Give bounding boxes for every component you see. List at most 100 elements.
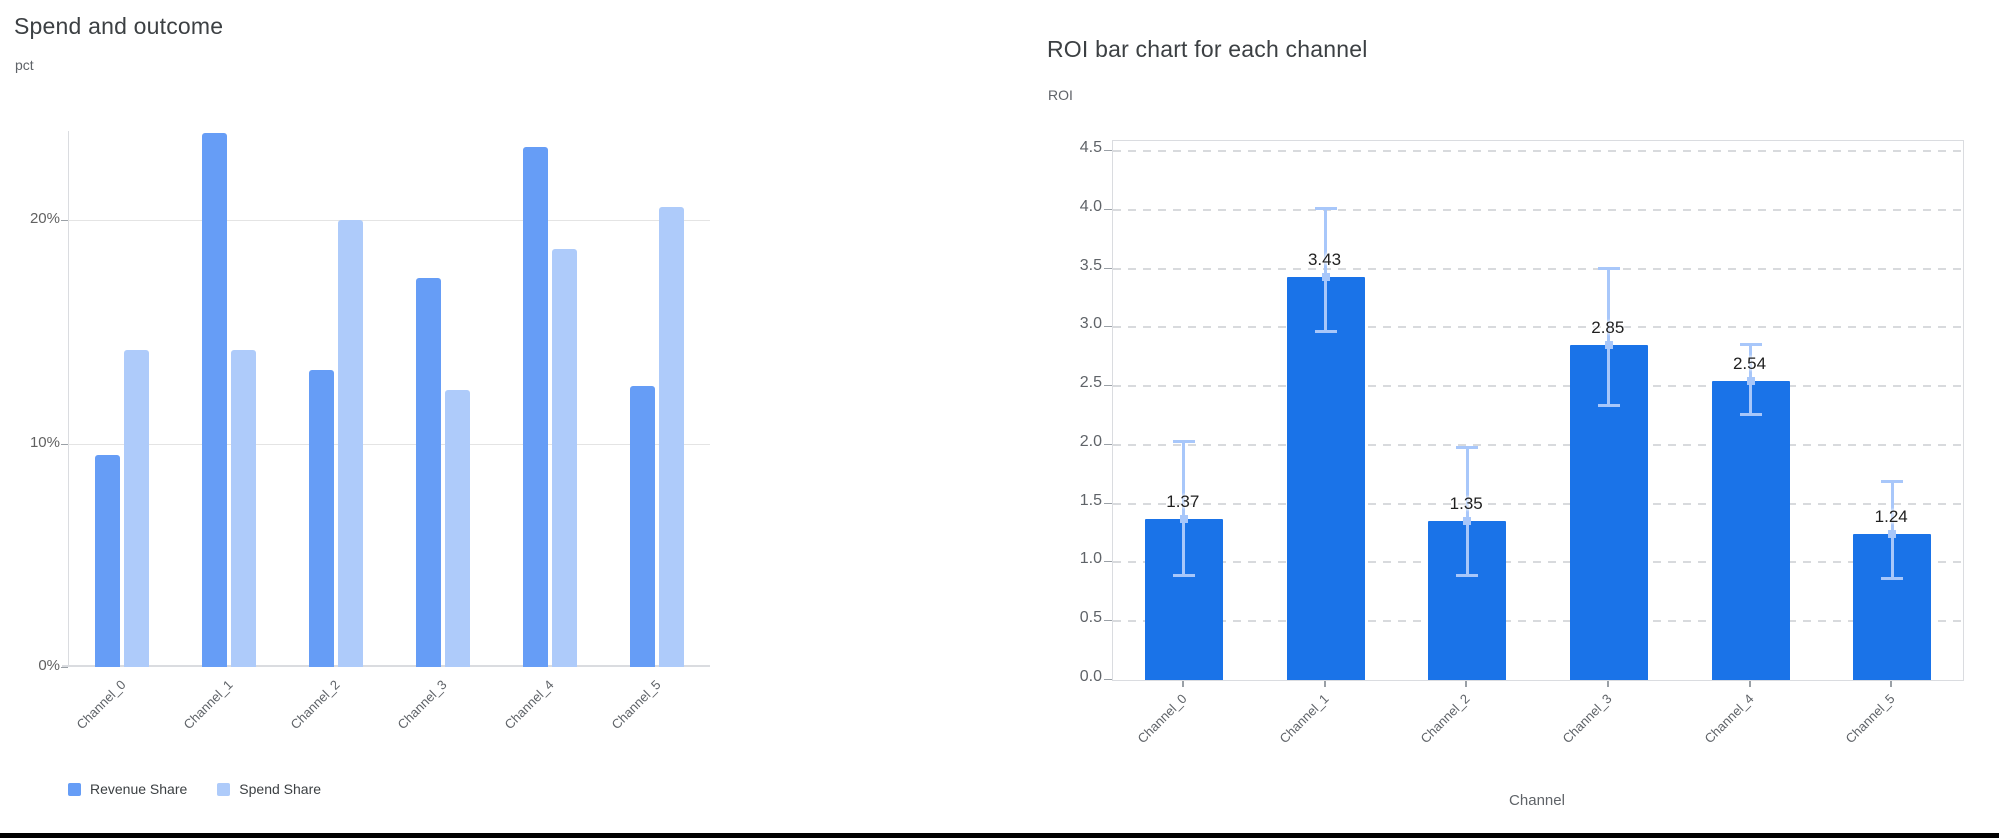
roi-y-tick-label-1.5: 1.5 — [1079, 491, 1102, 509]
left-y-tick-label-0%: 0% — [38, 657, 60, 674]
left-x-tick-label-channel-4: Channel_4 — [501, 677, 557, 733]
roi-y-tick-1.0 — [1104, 561, 1112, 563]
roi-x-tick-channel-2 — [1465, 681, 1468, 687]
bar-revenue-share-channel-5[interactable] — [629, 385, 655, 667]
legend-item-revenue-share[interactable]: Revenue Share — [68, 781, 187, 797]
bar-revenue-share-channel-4[interactable] — [522, 146, 548, 667]
roi-gridline-3.5 — [1113, 267, 1963, 270]
data-label-channel-3: 2.85 — [1591, 318, 1625, 337]
left-y-tick-20% — [61, 220, 68, 222]
left-plot-area — [62, 131, 710, 667]
roi-y-tick-label-0.5: 0.5 — [1079, 609, 1102, 627]
legend-swatch-spend-share — [217, 782, 231, 796]
bar-spend-share-channel-4[interactable] — [551, 249, 577, 667]
bar-revenue-share-channel-0[interactable] — [94, 454, 120, 667]
error-cap-bottom-channel-4 — [1739, 412, 1762, 416]
spend-outcome-y-unit: pct — [15, 57, 34, 73]
error-cap-top-channel-0 — [1172, 440, 1195, 444]
error-cap-bottom-channel-3 — [1597, 404, 1620, 408]
roi-y-unit: ROI — [1048, 87, 1073, 103]
data-label-channel-0: 1.37 — [1166, 491, 1200, 511]
roi-gridline-2.0 — [1113, 443, 1963, 446]
bottom-divider — [0, 833, 1999, 838]
bar-spend-share-channel-2[interactable] — [337, 220, 363, 667]
bar-spend-share-channel-1[interactable] — [230, 349, 256, 667]
error-marker-channel-2 — [1463, 517, 1472, 526]
legend-item-spend-share[interactable]: Spend Share — [217, 781, 321, 797]
error-cap-bottom-channel-5 — [1881, 577, 1904, 581]
left-x-tick-label-channel-5: Channel_5 — [608, 677, 664, 733]
roi-y-tick-4.0 — [1104, 208, 1112, 210]
roi-gridline-2.5 — [1113, 385, 1963, 388]
left-y-tick-label-10%: 10% — [29, 433, 60, 451]
roi-gridline-1.0 — [1113, 561, 1963, 564]
roi-y-tick-label-4.5: 4.5 — [1079, 139, 1102, 156]
roi-gridline-4.0 — [1113, 208, 1963, 211]
roi-y-tick-label-3.5: 3.5 — [1079, 256, 1102, 274]
left-gridline-20% — [68, 220, 710, 222]
data-label-channel-2: 1.35 — [1449, 494, 1483, 514]
error-marker-channel-4 — [1746, 377, 1755, 386]
left-x-tick-label-channel-1: Channel_1 — [180, 677, 236, 733]
left-gridline-10% — [68, 443, 710, 445]
bar-spend-share-channel-0[interactable] — [123, 349, 149, 667]
left-x-tick-label-channel-2: Channel_2 — [287, 677, 343, 733]
roi-y-tick-label-4.0: 4.0 — [1079, 197, 1102, 215]
error-cap-top-channel-5 — [1881, 480, 1904, 484]
error-cap-top-channel-4 — [1739, 342, 1762, 346]
left-y-tick-10% — [61, 443, 68, 445]
bar-spend-share-channel-5[interactable] — [658, 206, 684, 667]
error-marker-channel-0 — [1179, 514, 1188, 523]
legend-label-spend-share: Spend Share — [239, 781, 322, 797]
roi-x-axis-title: Channel — [1509, 792, 1565, 809]
roi-gridline-4.5 — [1113, 150, 1963, 152]
error-cap-bottom-channel-2 — [1456, 573, 1479, 577]
bar-spend-share-channel-3[interactable] — [444, 390, 470, 667]
bar-roi-channel-1[interactable] — [1286, 276, 1365, 680]
error-cap-top-channel-2 — [1456, 446, 1479, 450]
bar-revenue-share-channel-2[interactable] — [308, 370, 334, 667]
left-y-tick-0% — [61, 667, 68, 668]
bar-roi-channel-4[interactable] — [1711, 381, 1790, 680]
left-x-axis-line — [62, 665, 710, 667]
data-label-channel-5: 1.24 — [1874, 507, 1908, 527]
right-plot-area — [1112, 140, 1964, 681]
spend-outcome-title: Spend and outcome — [14, 13, 224, 39]
legend: Revenue Share Spend Share — [68, 781, 321, 797]
roi-x-tick-label-channel-3: Channel_3 — [1559, 691, 1615, 747]
error-marker-channel-1 — [1321, 272, 1330, 281]
roi-x-tick-label-channel-2: Channel_2 — [1417, 691, 1473, 747]
roi-x-tick-label-channel-4: Channel_4 — [1701, 691, 1757, 747]
roi-y-tick-label-2.5: 2.5 — [1079, 374, 1102, 392]
roi-y-tick-label-3.0: 3.0 — [1079, 315, 1102, 333]
roi-y-tick-3.5 — [1104, 267, 1112, 269]
bar-revenue-share-channel-3[interactable] — [415, 278, 441, 667]
error-bar-channel-3 — [1607, 267, 1611, 408]
error-bar-channel-5 — [1890, 480, 1894, 581]
roi-title: ROI bar chart for each channel — [1047, 36, 1368, 62]
left-x-tick-label-channel-0: Channel_0 — [73, 677, 129, 733]
roi-gridline-0.5 — [1113, 620, 1963, 623]
roi-y-tick-2.0 — [1104, 443, 1112, 445]
roi-y-tick-1.5 — [1104, 502, 1112, 504]
error-cap-bottom-channel-0 — [1172, 573, 1195, 577]
roi-y-tick-label-2.0: 2.0 — [1079, 432, 1102, 450]
roi-y-tick-0.0 — [1104, 679, 1112, 680]
data-label-channel-4: 2.54 — [1732, 354, 1767, 374]
error-marker-channel-5 — [1888, 530, 1897, 539]
roi-x-tick-channel-5 — [1890, 681, 1893, 687]
legend-label-revenue-share: Revenue Share — [90, 781, 188, 797]
roi-x-tick-channel-4 — [1748, 681, 1751, 687]
error-cap-top-channel-1 — [1314, 207, 1337, 211]
roi-gridline-1.5 — [1113, 502, 1963, 505]
roi-x-tick-channel-0 — [1181, 681, 1184, 687]
roi-x-tick-channel-3 — [1606, 681, 1609, 687]
left-y-tick-label-20%: 20% — [29, 210, 60, 228]
roi-x-tick-label-channel-0: Channel_0 — [1134, 691, 1190, 747]
roi-x-tick-label-channel-1: Channel_1 — [1276, 691, 1332, 747]
bar-revenue-share-channel-1[interactable] — [201, 133, 227, 667]
roi-y-tick-2.5 — [1104, 385, 1112, 387]
roi-y-tick-0.5 — [1104, 620, 1112, 622]
roi-x-tick-channel-1 — [1323, 681, 1326, 687]
